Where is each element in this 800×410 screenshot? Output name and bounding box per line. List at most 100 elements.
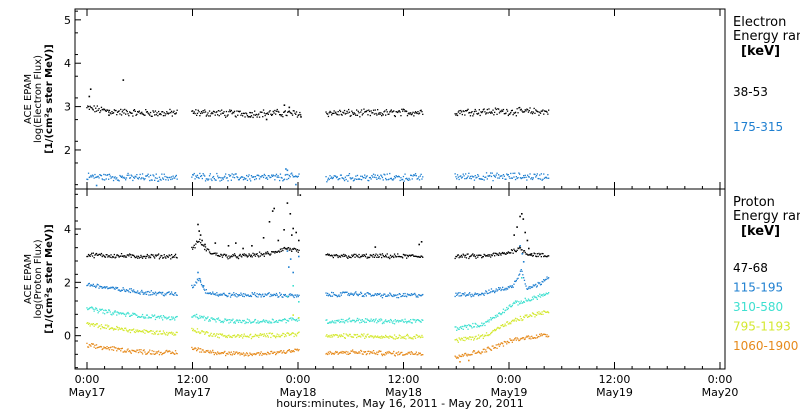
data-point: [267, 113, 269, 115]
data-point: [344, 176, 346, 178]
outlier-point: [95, 184, 98, 187]
data-point: [128, 291, 130, 293]
data-point: [147, 331, 149, 333]
data-point: [339, 335, 342, 338]
data-point: [120, 114, 123, 116]
data-point: [112, 112, 115, 114]
data-point: [467, 175, 469, 177]
data-point: [203, 315, 205, 317]
data-point: [95, 344, 98, 346]
data-point: [474, 292, 476, 294]
data-point: [477, 293, 479, 295]
data-point: [330, 255, 332, 257]
data-point: [161, 111, 163, 113]
data-point: [253, 293, 255, 295]
data-point: [377, 336, 380, 338]
data-point: [135, 114, 137, 116]
data-point: [162, 111, 164, 113]
data-point: [350, 114, 352, 117]
data-point: [364, 351, 366, 353]
data-point: [248, 336, 250, 338]
data-point: [477, 175, 480, 177]
data-point: [170, 110, 173, 112]
data-point: [361, 295, 363, 297]
data-point: [356, 317, 359, 320]
data-point: [99, 111, 101, 114]
data-point: [529, 300, 531, 302]
data-point: [280, 350, 282, 352]
data-point: [167, 179, 169, 181]
data-point: [91, 324, 94, 326]
data-point: [282, 116, 284, 118]
data-point: [333, 110, 335, 112]
data-point: [336, 255, 338, 257]
data-point: [493, 114, 495, 116]
data-point: [222, 254, 224, 256]
data-point: [473, 326, 476, 328]
data-point: [225, 336, 227, 338]
data-point: [379, 320, 381, 322]
data-point: [137, 331, 140, 333]
data-point: [137, 257, 139, 259]
data-point: [502, 311, 504, 313]
data-point: [264, 321, 266, 323]
data-point: [381, 113, 384, 115]
data-point: [192, 287, 194, 289]
data-point: [147, 173, 149, 175]
outlier-point: [89, 88, 92, 90]
data-point: [396, 255, 398, 258]
data-point: [458, 354, 460, 356]
data-point: [281, 320, 283, 322]
data-point: [364, 293, 366, 295]
data-point: [331, 295, 334, 297]
data-point: [139, 316, 141, 318]
data-point: [501, 342, 503, 344]
data-point: [206, 248, 208, 250]
data-point: [127, 254, 129, 256]
data-point: [297, 295, 299, 298]
data-point: [490, 332, 492, 335]
data-point: [336, 176, 338, 178]
data-point: [421, 255, 423, 258]
data-point: [482, 348, 484, 351]
data-point: [495, 288, 497, 290]
data-point: [379, 336, 381, 338]
data-point: [141, 351, 143, 354]
data-point: [498, 343, 500, 345]
data-point: [397, 110, 400, 112]
data-point: [516, 318, 518, 320]
data-point: [376, 294, 378, 296]
data-point: [519, 177, 522, 179]
data-point: [496, 172, 498, 174]
data-point: [225, 294, 228, 297]
data-point: [521, 302, 523, 304]
data-point: [377, 320, 379, 322]
data-point: [494, 290, 497, 292]
data-point: [135, 176, 137, 178]
data-point: [223, 320, 225, 322]
data-point: [208, 351, 210, 353]
data-point: [107, 348, 109, 350]
data-point: [213, 318, 215, 321]
data-point: [233, 255, 235, 257]
data-point: [238, 352, 240, 354]
data-point: [335, 294, 338, 297]
data-point: [275, 321, 277, 323]
data-point: [173, 317, 175, 320]
data-point: [201, 112, 203, 114]
data-point: [155, 330, 157, 333]
data-point: [222, 292, 224, 295]
data-point: [405, 178, 407, 180]
data-point: [503, 175, 505, 177]
data-point: [118, 289, 120, 291]
data-point: [476, 326, 478, 328]
data-point: [289, 293, 291, 295]
data-point: [364, 177, 367, 179]
data-point: [258, 178, 261, 180]
data-point: [160, 113, 162, 116]
data-point: [289, 111, 291, 114]
data-point: [118, 110, 120, 112]
data-point: [510, 172, 512, 175]
data-point: [247, 294, 249, 296]
data-point: [167, 317, 169, 319]
